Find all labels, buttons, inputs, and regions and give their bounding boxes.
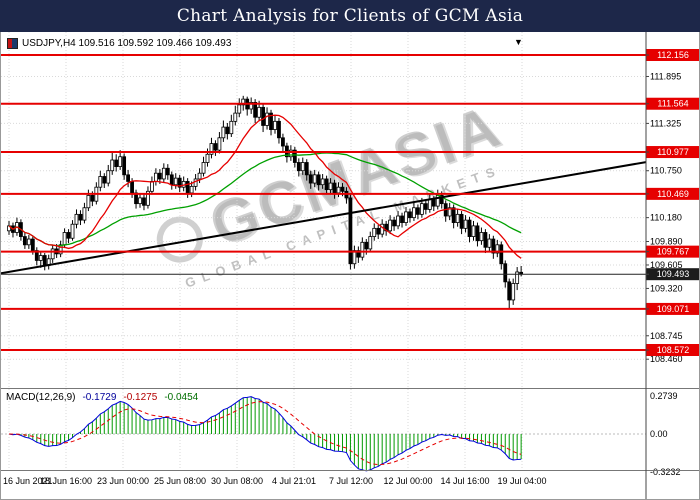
page-title: Chart Analysis for Clients of GCM Asia [176,6,524,26]
svg-text:14 Jul 16:00: 14 Jul 16:00 [440,476,489,486]
svg-text:110.750: 110.750 [650,166,682,176]
svg-text:108.745: 108.745 [650,331,683,341]
svg-text:111.564: 111.564 [657,99,688,109]
svg-text:7 Jul 12:00: 7 Jul 12:00 [329,476,373,486]
svg-text:110.977: 110.977 [657,147,689,157]
svg-text:109.605: 109.605 [650,260,683,270]
svg-text:16 Jun 2021: 16 Jun 2021 [3,476,53,486]
macd-value-signal: -0.1275 [123,392,158,403]
svg-text:112.156: 112.156 [657,50,689,60]
symbol-ohlc-text: USDJPY,H4 109.516 109.592 109.466 109.49… [22,38,232,49]
svg-text:109.320: 109.320 [650,283,683,293]
macd-header: MACD(12,26,9) -0.1729 -0.1275 -0.0454 [6,392,198,403]
svg-text:18 Jun 16:00: 18 Jun 16:00 [40,476,92,486]
svg-text:109.071: 109.071 [657,304,690,314]
symbol-ohlc-line: USDJPY,H4 109.516 109.592 109.466 109.49… [7,38,231,49]
svg-text:23 Jun 00:00: 23 Jun 00:00 [97,476,149,486]
svg-text:12 Jul 00:00: 12 Jul 00:00 [383,476,432,486]
svg-text:30 Jun 08:00: 30 Jun 08:00 [211,476,263,486]
svg-text:109.493: 109.493 [657,269,690,279]
svg-text:0.00: 0.00 [650,429,668,439]
svg-text:110.180: 110.180 [650,213,682,223]
svg-text:111.325: 111.325 [650,118,681,128]
svg-text:19 Jul 04:00: 19 Jul 04:00 [497,476,546,486]
svg-text:111.895: 111.895 [650,71,681,81]
chart-region: GCMASIA GLOBAL CAPITAL MARKETS 16 Jun 20… [0,32,700,500]
svg-text:108.572: 108.572 [657,345,690,355]
svg-text:4 Jul 21:01: 4 Jul 21:01 [272,476,316,486]
symbol-icon [7,38,18,49]
macd-value-histogram: -0.0454 [164,392,199,403]
svg-text:25 Jun 08:00: 25 Jun 08:00 [154,476,206,486]
chart-shift-marker-icon[interactable]: ▼ [514,37,523,47]
macd-value-main: -0.1729 [82,392,117,403]
svg-text:109.767: 109.767 [657,247,690,257]
svg-text:110.469: 110.469 [657,189,689,199]
svg-text:109.890: 109.890 [650,237,683,247]
title-bar: Chart Analysis for Clients of GCM Asia [0,0,700,32]
svg-text:-0.3232: -0.3232 [650,467,681,477]
svg-text:108.460: 108.460 [650,354,683,364]
macd-label: MACD(12,26,9) [6,392,76,403]
svg-text:0.2739: 0.2739 [650,391,678,401]
